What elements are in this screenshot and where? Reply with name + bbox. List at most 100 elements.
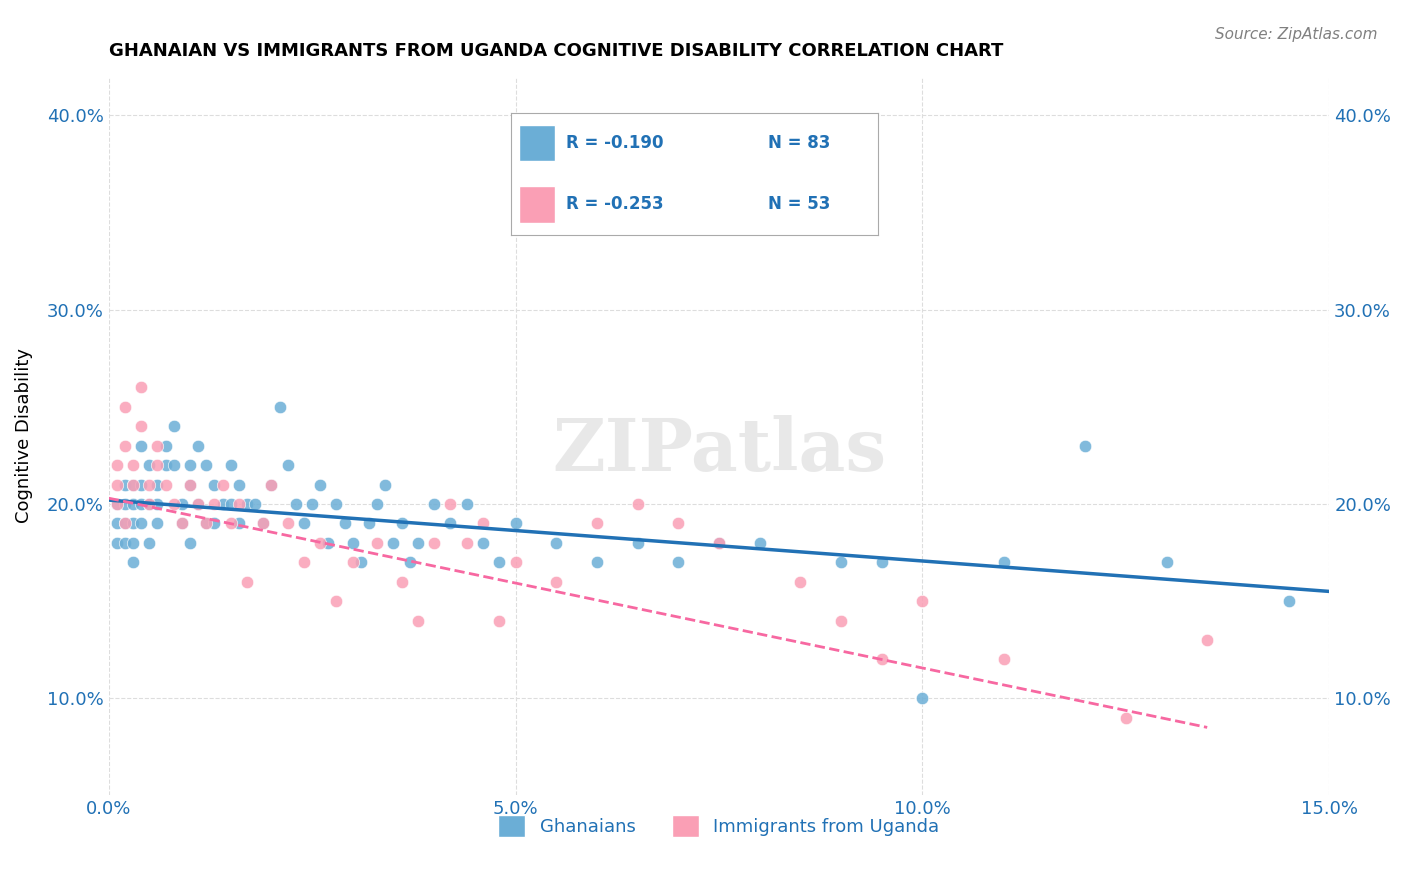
Point xyxy=(1197,632,1219,647)
Point xyxy=(301,497,323,511)
Point xyxy=(292,555,315,569)
Point xyxy=(105,497,128,511)
Point xyxy=(391,516,413,531)
Point xyxy=(1074,439,1097,453)
Point xyxy=(260,477,283,491)
Point xyxy=(170,516,193,531)
Point xyxy=(546,574,568,589)
Point xyxy=(471,536,494,550)
Point xyxy=(179,477,201,491)
Point xyxy=(138,536,160,550)
Point xyxy=(187,497,209,511)
Point xyxy=(870,652,893,666)
Point xyxy=(211,477,233,491)
Point xyxy=(219,458,242,472)
Point xyxy=(129,516,152,531)
Point xyxy=(366,497,388,511)
Point xyxy=(155,439,177,453)
Point xyxy=(398,555,420,569)
Point xyxy=(406,614,429,628)
Point xyxy=(260,477,283,491)
Point xyxy=(284,497,307,511)
Point xyxy=(911,594,934,608)
Point xyxy=(105,536,128,550)
Point xyxy=(122,516,145,531)
Point xyxy=(342,555,364,569)
Y-axis label: Cognitive Disability: Cognitive Disability xyxy=(15,349,32,524)
Point xyxy=(122,497,145,511)
Point xyxy=(236,574,259,589)
Text: GHANAIAN VS IMMIGRANTS FROM UGANDA COGNITIVE DISABILITY CORRELATION CHART: GHANAIAN VS IMMIGRANTS FROM UGANDA COGNI… xyxy=(108,42,1002,60)
Point xyxy=(129,497,152,511)
Point xyxy=(1277,594,1299,608)
Point xyxy=(114,536,136,550)
Point xyxy=(292,516,315,531)
Point xyxy=(146,497,169,511)
Point xyxy=(122,477,145,491)
Point xyxy=(911,691,934,706)
Point xyxy=(163,497,186,511)
Point xyxy=(146,516,169,531)
Point xyxy=(146,477,169,491)
Point xyxy=(179,536,201,550)
Point xyxy=(179,458,201,472)
Point xyxy=(252,516,274,531)
Point xyxy=(202,497,225,511)
Point xyxy=(439,497,461,511)
Point xyxy=(439,516,461,531)
Point xyxy=(277,516,299,531)
Point xyxy=(357,516,380,531)
Point xyxy=(309,536,332,550)
Point xyxy=(122,458,145,472)
Point xyxy=(105,477,128,491)
Point xyxy=(105,516,128,531)
Point xyxy=(195,458,218,472)
Point xyxy=(456,497,478,511)
Point xyxy=(129,439,152,453)
Point xyxy=(350,555,373,569)
Point xyxy=(163,419,186,434)
Point xyxy=(309,477,332,491)
Point xyxy=(342,536,364,550)
Point xyxy=(228,516,250,531)
Point xyxy=(219,516,242,531)
Point xyxy=(187,497,209,511)
Point xyxy=(170,497,193,511)
Point xyxy=(318,536,340,550)
Point xyxy=(129,477,152,491)
Point xyxy=(406,536,429,550)
Point xyxy=(870,555,893,569)
Point xyxy=(195,516,218,531)
Point xyxy=(626,497,648,511)
Point xyxy=(138,477,160,491)
Point xyxy=(423,536,446,550)
Point xyxy=(666,516,689,531)
Point xyxy=(187,439,209,453)
Point xyxy=(626,536,648,550)
Point xyxy=(830,555,852,569)
Point xyxy=(122,555,145,569)
Point xyxy=(707,536,730,550)
Point xyxy=(456,536,478,550)
Point xyxy=(228,497,250,511)
Point xyxy=(129,380,152,394)
Point xyxy=(505,516,527,531)
Point xyxy=(325,497,347,511)
Point xyxy=(155,477,177,491)
Point xyxy=(333,516,356,531)
Point xyxy=(374,477,396,491)
Point xyxy=(114,516,136,531)
Text: Source: ZipAtlas.com: Source: ZipAtlas.com xyxy=(1215,27,1378,42)
Point xyxy=(138,497,160,511)
Point xyxy=(155,458,177,472)
Point xyxy=(170,516,193,531)
Point xyxy=(748,536,770,550)
Point xyxy=(219,497,242,511)
Point xyxy=(391,574,413,589)
Point xyxy=(707,536,730,550)
Point xyxy=(114,400,136,414)
Point xyxy=(488,614,510,628)
Point xyxy=(195,516,218,531)
Point xyxy=(114,516,136,531)
Point xyxy=(243,497,266,511)
